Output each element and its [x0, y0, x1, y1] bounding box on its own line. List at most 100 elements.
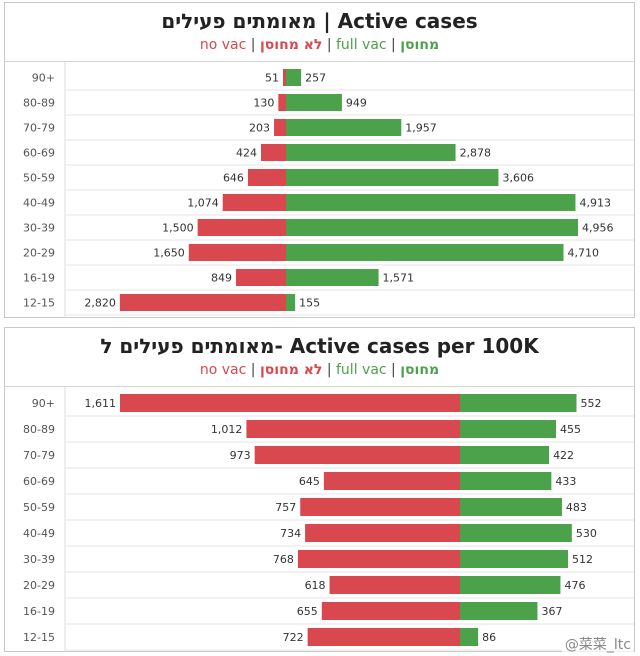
category-label: 16-19 [23, 605, 55, 618]
data-label-full-vac: 3,606 [502, 172, 534, 185]
legend-separator: | [250, 362, 256, 378]
bar-full-vac [460, 628, 479, 646]
bar-no-vac [119, 294, 286, 311]
bar-full-vac [460, 472, 552, 490]
data-label-no-vac: 973 [230, 449, 251, 462]
data-label-full-vac: 4,956 [582, 222, 614, 235]
bar-full-vac [286, 144, 456, 161]
bar-no-vac [278, 94, 286, 111]
legend-full-vac-he: מחוסן [400, 37, 440, 53]
bar-no-vac [197, 219, 286, 236]
data-label-no-vac: 1,500 [162, 222, 194, 235]
chart-title: מאומתים פעילים ל- Active cases per 100K [100, 334, 539, 358]
category-label: 50-59 [23, 172, 55, 185]
category-label: 16-19 [23, 272, 55, 285]
bar-chart-active-cases-per-100k: 90+ 1,611 552 80-89 1,012 455 70-79 973 422 60-69… [23, 387, 634, 652]
data-label-full-vac: 476 [564, 579, 585, 592]
bar-full-vac [286, 244, 564, 261]
category-label: 40-49 [23, 527, 55, 540]
legend-no-vac-he: לא מחוסן [259, 37, 323, 53]
chart-panel-active-cases: מאומתים פעילים | Active cases no vac | ל… [4, 2, 635, 318]
category-label: 40-49 [23, 197, 55, 210]
data-label-no-vac: 51 [265, 72, 279, 85]
bar-full-vac [460, 602, 538, 620]
data-label-full-vac: 1,571 [383, 272, 415, 285]
data-label-full-vac: 552 [580, 397, 601, 410]
data-label-full-vac: 86 [482, 631, 496, 644]
data-label-full-vac: 257 [305, 72, 326, 85]
data-label-no-vac: 757 [275, 501, 296, 514]
data-label-no-vac: 2,820 [84, 297, 116, 310]
bar-full-vac [286, 269, 379, 286]
category-label: 90+ [32, 72, 55, 85]
bar-no-vac [254, 446, 460, 464]
data-label-no-vac: 1,012 [211, 423, 243, 436]
data-label-no-vac: 130 [253, 97, 274, 110]
data-label-full-vac: 4,710 [568, 247, 600, 260]
data-label-full-vac: 422 [553, 449, 574, 462]
legend-full-vac-en: full vac [336, 362, 387, 378]
chart-plot-area: 90+ 1,611 552 80-89 1,012 455 70-79 973 422 60-69… [5, 386, 634, 652]
data-label-full-vac: 455 [560, 423, 581, 436]
bar-full-vac [286, 169, 499, 186]
data-label-no-vac: 424 [236, 147, 257, 160]
legend-separator: | [391, 362, 396, 378]
bar-full-vac [460, 550, 569, 568]
category-label: 60-69 [23, 475, 55, 488]
category-label: 20-29 [23, 579, 55, 592]
data-label-no-vac: 1,611 [85, 397, 117, 410]
bar-full-vac [460, 420, 557, 438]
bar-no-vac [297, 550, 460, 568]
bar-no-vac [247, 169, 286, 186]
category-label: 70-79 [23, 122, 55, 135]
bar-no-vac [120, 394, 460, 412]
bar-no-vac [235, 269, 286, 286]
data-label-no-vac: 849 [211, 272, 232, 285]
data-label-full-vac: 483 [566, 501, 587, 514]
watermark: @菜菜_ltc [561, 634, 634, 654]
data-label-full-vac: 2,878 [460, 147, 492, 160]
data-label-no-vac: 655 [297, 605, 318, 618]
data-label-no-vac: 768 [273, 553, 294, 566]
legend-separator: | [326, 362, 332, 378]
category-label: 50-59 [23, 501, 55, 514]
bar-no-vac [305, 524, 460, 542]
data-label-full-vac: 1,957 [405, 122, 437, 135]
category-label: 60-69 [23, 147, 55, 160]
data-label-full-vac: 949 [346, 97, 367, 110]
legend-separator: | [250, 37, 256, 53]
data-label-full-vac: 530 [576, 527, 597, 540]
data-label-full-vac: 512 [572, 553, 593, 566]
bar-no-vac [188, 244, 286, 261]
category-label: 80-89 [23, 97, 55, 110]
data-label-full-vac: 155 [299, 297, 320, 310]
category-label: 70-79 [23, 449, 55, 462]
bar-full-vac [286, 69, 302, 86]
chart-plot-area: 90+ 51 257 80-89 130 949 70-79 203 1,957 60-69 424… [5, 61, 634, 318]
chart-legend-subtitle: no vac | לא מחוסן | full vac | מחוסן [5, 362, 634, 378]
data-label-no-vac: 1,074 [187, 197, 219, 210]
bar-no-vac [274, 119, 286, 136]
legend-separator: | [391, 37, 396, 53]
bar-no-vac [323, 472, 460, 490]
data-label-full-vac: 4,913 [579, 197, 611, 210]
bar-no-vac [282, 69, 286, 86]
bar-no-vac [321, 602, 460, 620]
data-label-no-vac: 203 [249, 122, 270, 135]
category-label: 12-15 [23, 297, 55, 310]
bar-full-vac [286, 219, 578, 236]
legend-full-vac-en: full vac [336, 37, 387, 53]
bar-full-vac [460, 576, 561, 594]
category-label: 80-89 [23, 423, 55, 436]
legend-no-vac-en: no vac [199, 37, 247, 53]
chart-title: מאומתים פעילים | Active cases [161, 9, 478, 33]
data-label-no-vac: 722 [283, 631, 304, 644]
bar-full-vac [460, 446, 550, 464]
data-label-no-vac: 618 [305, 579, 326, 592]
legend-no-vac-he: לא מחוסן [259, 362, 323, 378]
data-label-no-vac: 645 [299, 475, 320, 488]
legend-separator: | [326, 37, 332, 53]
bar-no-vac [329, 576, 460, 594]
bar-no-vac [222, 194, 286, 211]
legend-no-vac-en: no vac [199, 362, 247, 378]
